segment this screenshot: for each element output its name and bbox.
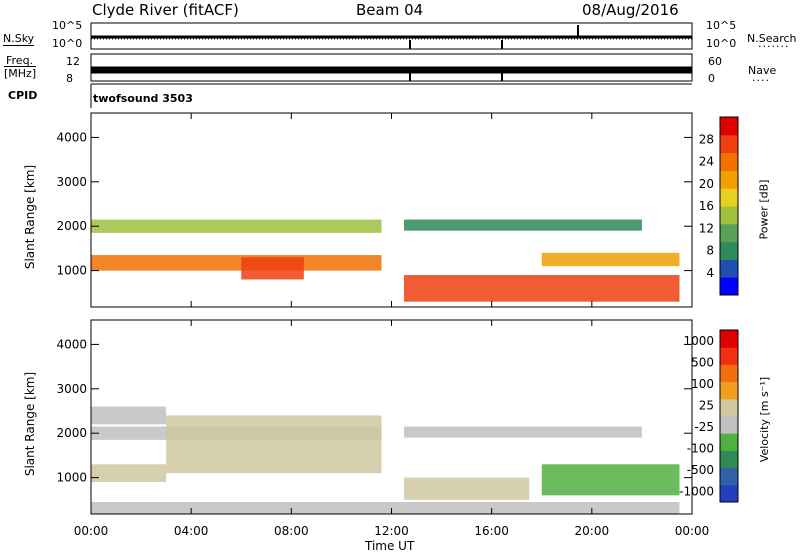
velocity-colorbar-swatch <box>720 347 738 365</box>
power-colorbar-tick-label: 20 <box>699 177 714 191</box>
velocity-colorbar-swatch <box>720 398 738 417</box>
velocity-colorbar-tick-label: 1000 <box>683 334 714 348</box>
velocity-colorbar-swatch <box>720 381 738 400</box>
velocity-colorbar-swatch <box>720 467 738 486</box>
freq-tick-low: 8 <box>66 72 73 85</box>
nave-label: Nave <box>748 64 777 77</box>
velocity-ytick-label: 3000 <box>56 382 87 396</box>
power-colorbar-tick-label: 12 <box>699 221 714 235</box>
power-ytick-label: 1000 <box>56 264 87 278</box>
power-colorbar-swatch <box>720 134 738 154</box>
velocity-band <box>91 406 167 425</box>
velocity-colorbar-tick-label: 100 <box>691 377 714 391</box>
velocity-colorbar-tick-label: 500 <box>691 355 714 369</box>
velocity-band <box>404 426 642 438</box>
power-colorbar-swatch <box>720 117 738 136</box>
power-colorbar-swatch <box>720 206 738 225</box>
cpid-value: twofsound 3503 <box>93 92 193 105</box>
power-colorbar-swatch <box>720 188 738 207</box>
velocity-colorbar-tick-label: -25 <box>694 420 714 434</box>
velocity-band <box>166 415 382 474</box>
power-colorbar-tick-label: 4 <box>706 266 714 280</box>
power-colorbar-swatch <box>720 170 738 189</box>
power-band <box>241 257 304 280</box>
velocity-colorbar-tick-label: -1000 <box>679 484 714 498</box>
nave-tick-high: 60 <box>708 55 722 68</box>
velocity-colorbar-frame <box>719 329 739 503</box>
velocity-band <box>91 502 680 514</box>
velocity-colorbar-swatch <box>720 433 738 451</box>
power-colorbar-tick-label: 8 <box>706 244 714 258</box>
power-colorbar-swatch <box>720 223 738 243</box>
xtick-label: 08:00 <box>274 524 309 538</box>
power-colorbar-tick-label: 16 <box>699 199 714 213</box>
velocity-band <box>404 477 530 500</box>
velocity-ytick-label: 2000 <box>56 426 87 440</box>
power-band <box>404 275 680 302</box>
power-ytick-label: 2000 <box>56 219 87 233</box>
power-band <box>91 255 382 271</box>
velocity-colorbar-swatch <box>720 416 738 434</box>
station-title: Clyde River (fitACF) <box>92 1 239 19</box>
power-colorbar-frame <box>719 116 739 296</box>
power-ytick-label: 3000 <box>56 175 87 189</box>
beam-title: Beam 04 <box>356 1 424 19</box>
xtick-label: 04:00 <box>174 524 209 538</box>
xtick-label: 00:00 <box>74 524 109 538</box>
nave-legend-dots: ···· <box>752 74 770 87</box>
date-title: 08/Aug/2016 <box>582 1 679 19</box>
velocity-colorbar-tick-label: 25 <box>699 398 714 412</box>
velocity-colorbar-swatch <box>720 484 738 503</box>
power-colorbar-swatch <box>720 259 738 278</box>
xtick-label: 12:00 <box>374 524 409 538</box>
cpid-label: CPID <box>8 89 38 102</box>
velocity-colorbar-tick-label: -100 <box>687 441 714 455</box>
xtick-label: 16:00 <box>474 524 509 538</box>
noise-tick-high-right: 10^5 <box>706 19 737 32</box>
power-colorbar-swatch <box>720 152 738 171</box>
velocity-colorbar-swatch <box>720 364 738 383</box>
velocity-ytick-label: 4000 <box>56 337 87 351</box>
power-ytick-label: 4000 <box>56 130 87 144</box>
power-band <box>404 219 642 231</box>
nsearch-legend-dots: ······· <box>758 40 790 53</box>
velocity-band <box>541 464 680 496</box>
noise-tick-low-right: 10^0 <box>706 37 737 50</box>
power-colorbar-swatch <box>720 241 738 260</box>
velocity-colorbar-swatch <box>720 450 738 469</box>
noise-tick-low-left: 10^0 <box>52 37 83 50</box>
freq-label: Freq. <box>6 54 34 67</box>
velocity-colorbar-swatch <box>720 330 738 348</box>
nave-tick-low: 0 <box>708 72 715 85</box>
power-colorbar-tick-label: 24 <box>699 155 714 169</box>
velocity-ytick-label: 1000 <box>56 471 87 485</box>
freq-tick-high: 12 <box>66 55 80 68</box>
freq-unit-label: [MHz] <box>4 66 37 80</box>
power-band <box>91 219 382 233</box>
xtick-label: 20:00 <box>575 524 610 538</box>
power-band <box>541 252 680 267</box>
xaxis-label: Time UT <box>365 539 415 553</box>
xtick-label: 00:00 <box>675 524 710 538</box>
nsky-label: N.Sky <box>3 32 35 46</box>
power-colorbar-tick-label: 28 <box>699 132 714 146</box>
velocity-colorbar-tick-label: -500 <box>687 463 714 477</box>
power-colorbar-swatch <box>720 277 738 296</box>
velocity-band <box>91 464 167 483</box>
nsearch-label: N.Search <box>747 32 797 45</box>
noise-tick-high-left: 10^5 <box>52 19 83 32</box>
